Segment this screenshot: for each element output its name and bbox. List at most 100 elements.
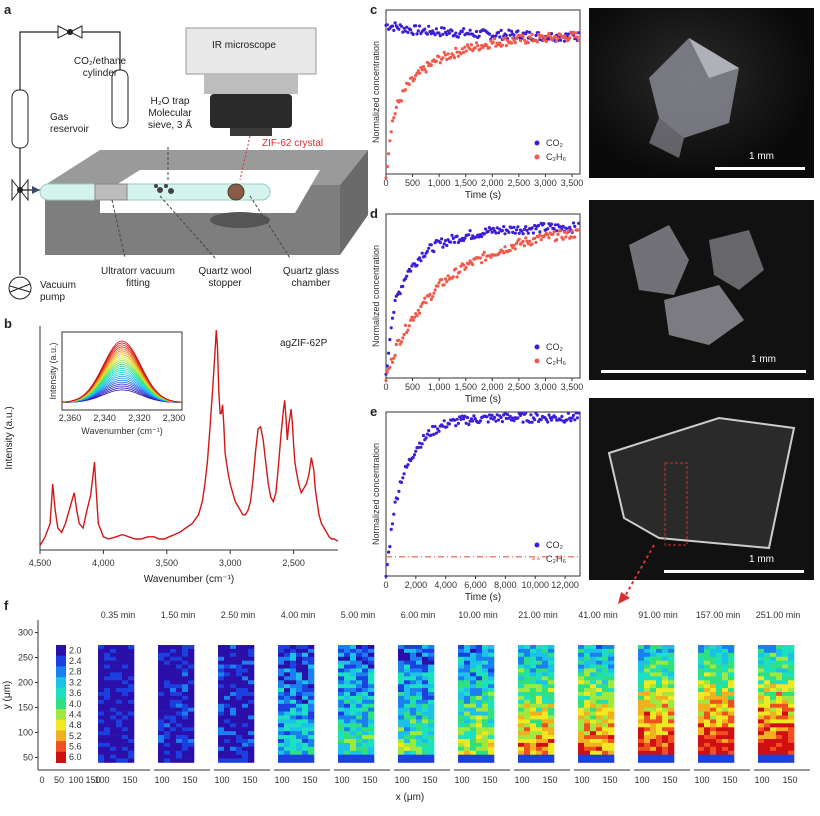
heatmap-cell (224, 688, 231, 693)
heatmap-cell (350, 684, 357, 689)
heatmap-cell (548, 676, 555, 681)
heatmap-cell (584, 648, 591, 654)
heatmap-cell (362, 645, 369, 650)
heatmap-cell (770, 668, 777, 673)
heatmap-cell (410, 664, 417, 669)
heatmap-cell (536, 731, 543, 736)
colorbar-swatch (56, 719, 66, 731)
heatmap-cell (704, 758, 711, 763)
heatmap-cell (788, 645, 795, 650)
heatmap-cell (716, 656, 723, 661)
heatmap-cell (416, 739, 423, 744)
heatmap-cell (164, 668, 171, 673)
heatmap-cell (488, 739, 495, 744)
heatmap-cell (668, 680, 675, 685)
heatmap-cell (428, 742, 435, 748)
data-point (561, 237, 565, 241)
heatmap-cell (470, 664, 477, 669)
heatmap-cell (104, 719, 111, 724)
heatmap-cell (230, 699, 237, 704)
heatmap-cell (98, 676, 105, 681)
data-point (562, 230, 567, 234)
heatmap-cell (284, 731, 291, 736)
heatmap-cell (782, 715, 789, 720)
heatmap-cell (188, 660, 195, 665)
heatmap-cell (218, 680, 225, 685)
data-point (495, 226, 499, 230)
data-point (459, 264, 463, 268)
heatmap-cell (98, 648, 105, 654)
heatmap-cell (776, 656, 783, 661)
heatmap-cell (362, 695, 369, 701)
heatmap-cell (422, 676, 429, 681)
heatmap-cell (698, 680, 705, 685)
data-point (504, 44, 508, 48)
heatmap-cell (158, 727, 165, 732)
heatmap-cell (410, 692, 417, 697)
data-point (455, 417, 459, 421)
heatmap-cell (224, 656, 231, 661)
data-point (478, 256, 482, 260)
heatmap-cell (536, 723, 543, 728)
heatmap-cell (638, 742, 645, 748)
data-point (547, 236, 551, 240)
heatmap-cell (476, 652, 483, 657)
heatmap-cell (524, 668, 531, 673)
heatmap-cell (422, 750, 429, 755)
heatmap-cell (296, 676, 303, 681)
heatmap-cell (536, 664, 543, 669)
heatmap-cell (488, 735, 495, 740)
heatmap-cell (362, 660, 369, 665)
heatmap-cell (584, 676, 591, 681)
heatmap-cell (116, 758, 123, 763)
data-point (524, 411, 528, 415)
heatmap-cell (98, 695, 105, 701)
heatmap-cell (716, 727, 723, 732)
heatmap-cell (638, 656, 645, 661)
heatmap-cell (584, 668, 591, 673)
data-point (402, 472, 406, 476)
heatmap-cell (188, 758, 195, 763)
heatmap-cell (308, 739, 315, 744)
heatmap-cell (344, 680, 351, 685)
heatmap-cell (590, 692, 597, 697)
heatmap-cell (302, 735, 309, 740)
heatmap-cell (596, 684, 603, 689)
heatmap-cell (656, 699, 663, 704)
heatmap-cell (530, 735, 537, 740)
heatmap-cell (758, 758, 765, 763)
heatmap-cell (278, 746, 285, 751)
heatmap-cell (764, 719, 771, 724)
heatmap-cell (716, 723, 723, 728)
heatmap-cell (458, 750, 465, 755)
heatmap-cell (224, 645, 231, 650)
heatmap-cell (536, 648, 543, 654)
heatmap-cell (704, 692, 711, 697)
data-point (548, 416, 552, 420)
data-point (539, 418, 543, 422)
heatmap-cell (290, 680, 297, 685)
heatmap-cell (350, 739, 357, 744)
heatmap-cell (344, 668, 351, 673)
heatmap-cell (188, 645, 195, 650)
heatmap-cell (248, 664, 255, 669)
heatmap-cell (470, 699, 477, 704)
heatmap-cell (458, 707, 465, 712)
data-point (418, 71, 422, 75)
data-point (530, 226, 534, 230)
heatmap-cell (710, 742, 717, 748)
heatmap-cell (776, 746, 783, 751)
data-point (462, 417, 466, 421)
heatmap-cell (296, 703, 303, 708)
heatmap-cell (770, 648, 777, 654)
heatmap-cell (650, 707, 657, 712)
heatmap-cell (404, 664, 411, 669)
heatmap-cell (344, 695, 351, 701)
x-tick-label: 2,000 (481, 382, 504, 392)
heatmap-cell (176, 735, 183, 740)
heatmap-cell (410, 645, 417, 650)
time-label: 1.50 min (161, 610, 196, 620)
heatmap-cell (236, 723, 243, 728)
panel-e-letter: e (370, 404, 378, 419)
